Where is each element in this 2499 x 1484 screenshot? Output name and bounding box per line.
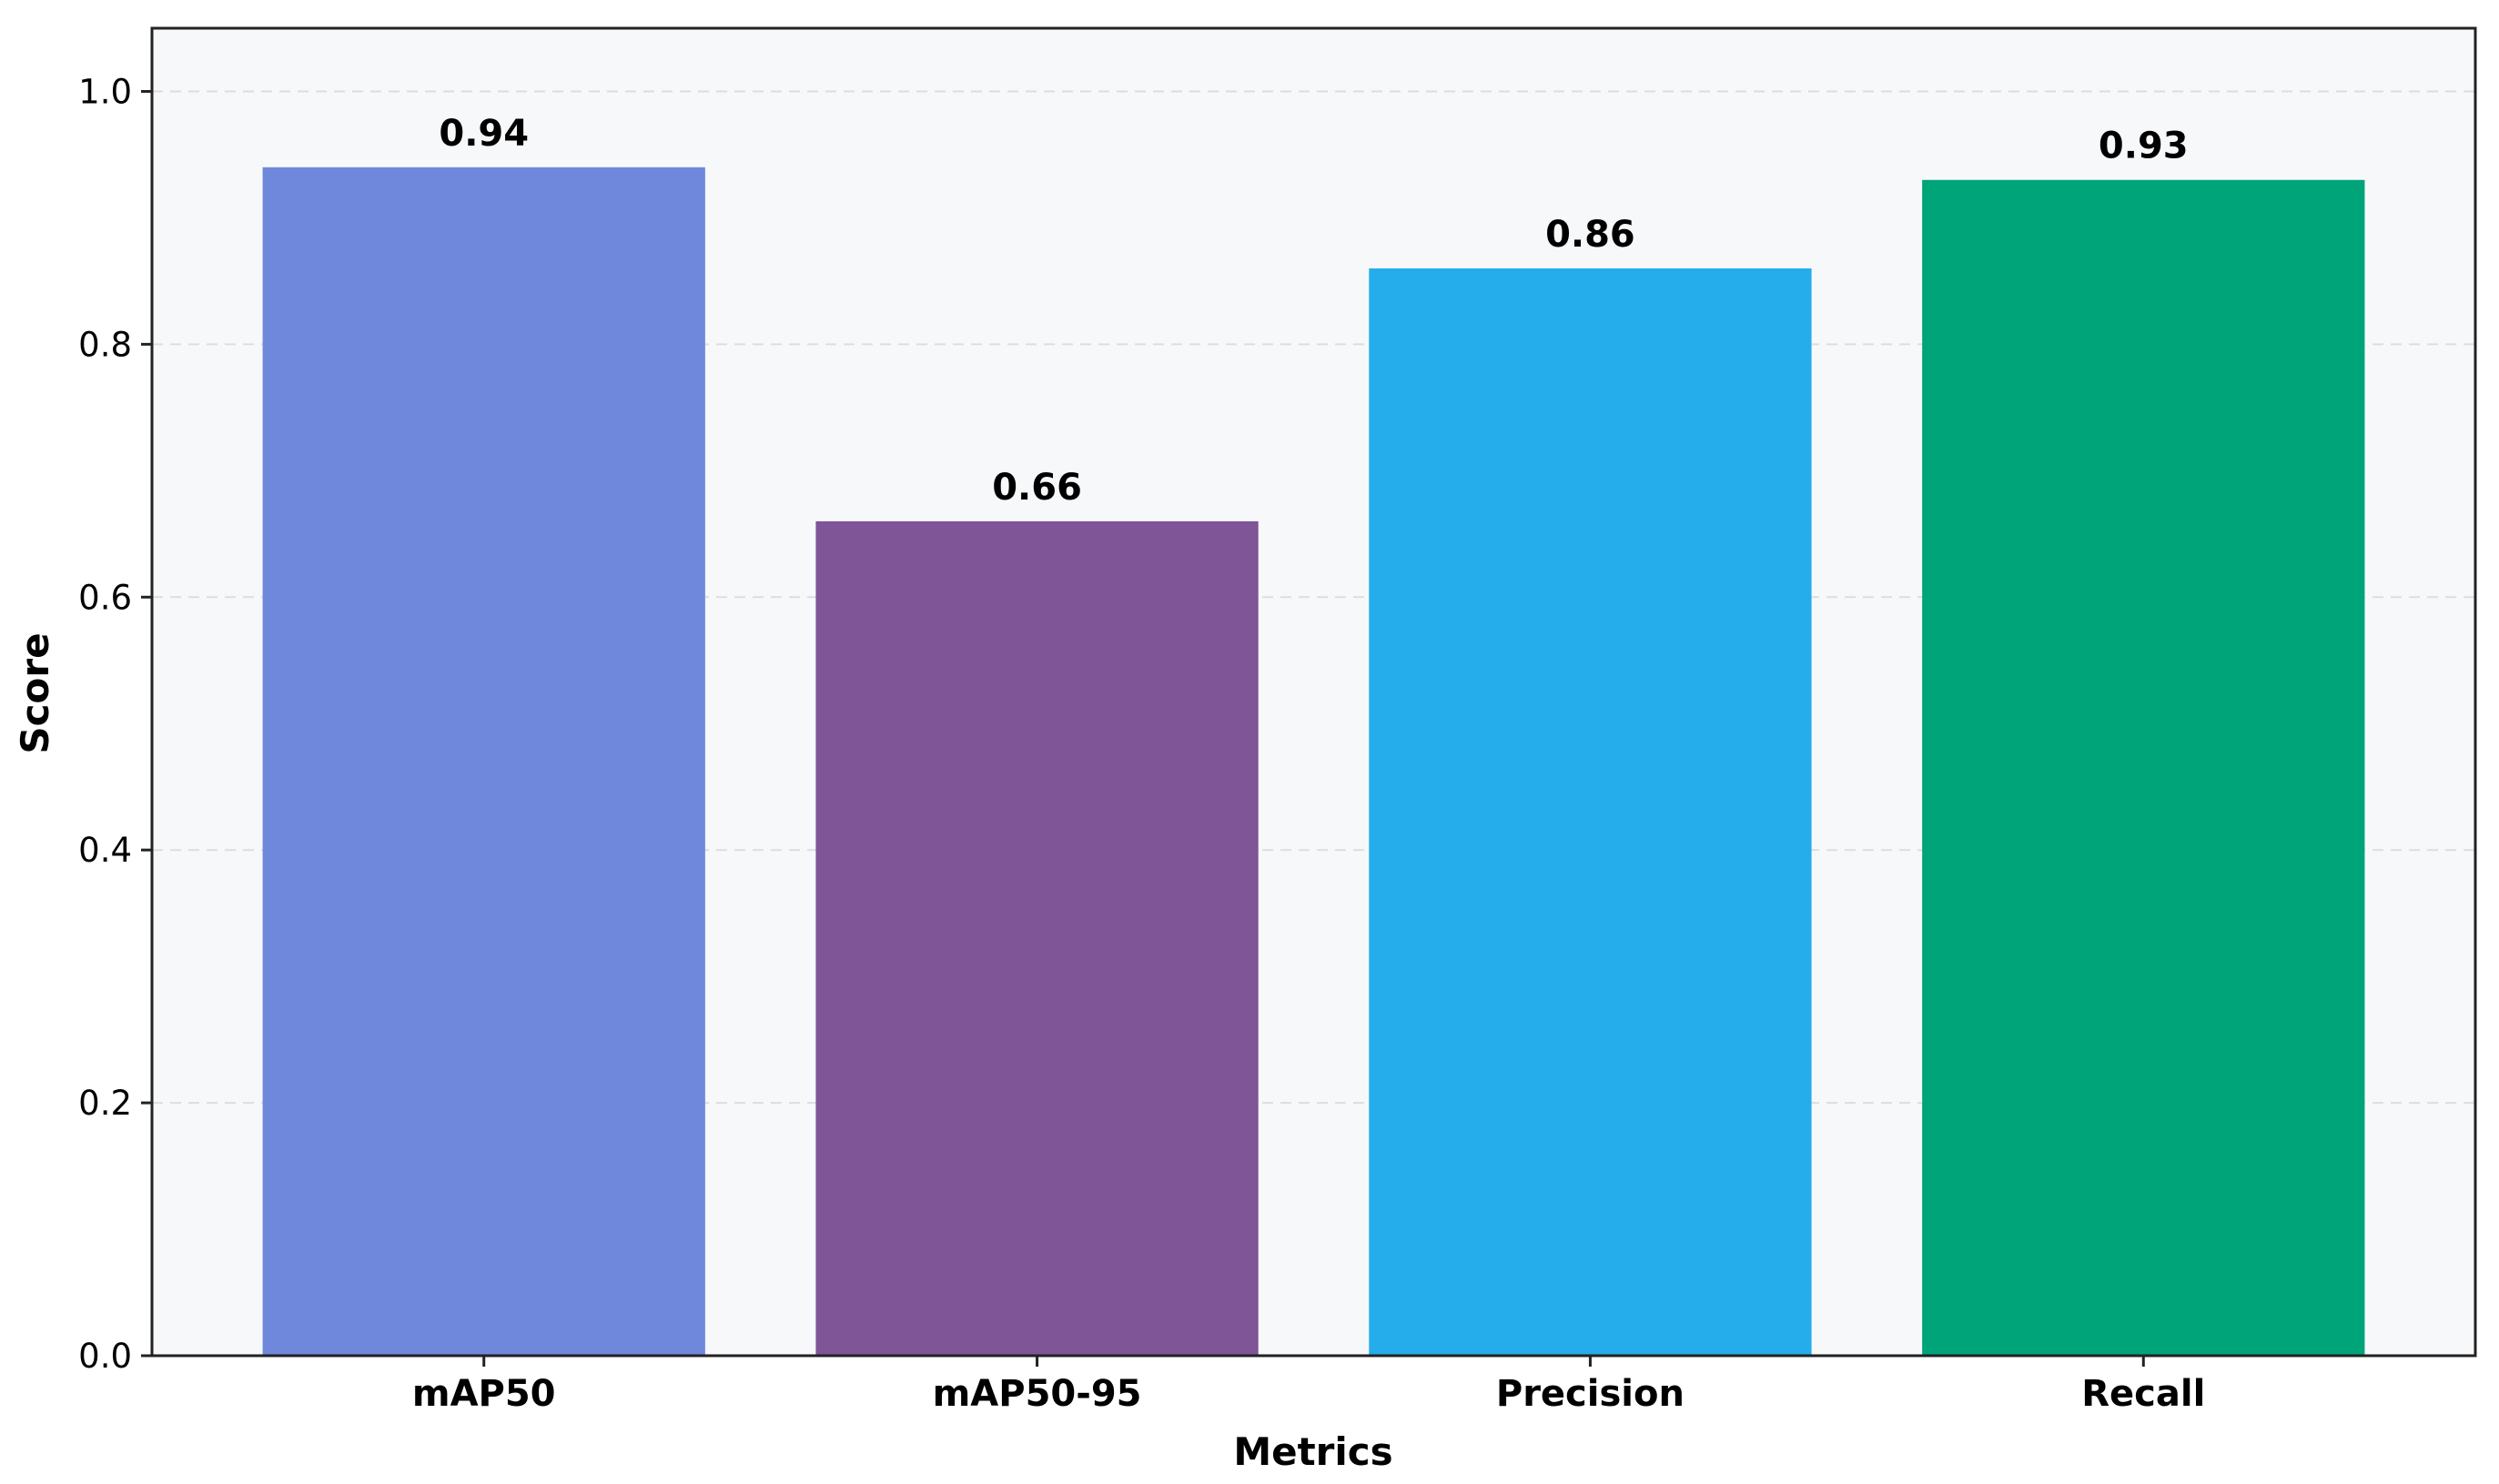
bars: [262, 167, 2365, 1356]
value-labels: 0.94 0.66 0.86 0.93: [439, 113, 2188, 509]
y-tick-label: 0.0: [78, 1337, 132, 1376]
value-label: 0.94: [439, 113, 529, 155]
y-tick-label: 0.8: [78, 325, 132, 364]
bar-map50-95: [815, 520, 1259, 1356]
x-tick-label: mAP50: [412, 1373, 556, 1415]
x-tick-label: mAP50-95: [933, 1373, 1142, 1415]
x-axis-title: Metrics: [1233, 1429, 1392, 1474]
bar-map50: [262, 167, 705, 1356]
y-tick-label: 0.2: [78, 1084, 132, 1123]
x-tick-label: Precision: [1496, 1373, 1685, 1415]
value-label: 0.86: [1545, 214, 1635, 256]
x-tick-label: Recall: [2081, 1373, 2205, 1415]
y-axis-ticks: 0.0 0.2 0.4 0.6 0.8 1.0: [78, 72, 152, 1376]
bar-precision: [1369, 268, 1812, 1356]
y-tick-label: 1.0: [78, 72, 132, 111]
y-tick-label: 0.4: [78, 831, 132, 870]
value-label: 0.66: [992, 467, 1082, 509]
bar-recall: [1922, 179, 2365, 1356]
y-axis-title: Score: [13, 632, 57, 753]
x-axis-ticks: mAP50 mAP50-95 Precision Recall: [412, 1356, 2205, 1415]
plot-frame: [150, 26, 2477, 1358]
value-label: 0.93: [2099, 126, 2189, 167]
y-tick-label: 0.6: [78, 578, 132, 617]
